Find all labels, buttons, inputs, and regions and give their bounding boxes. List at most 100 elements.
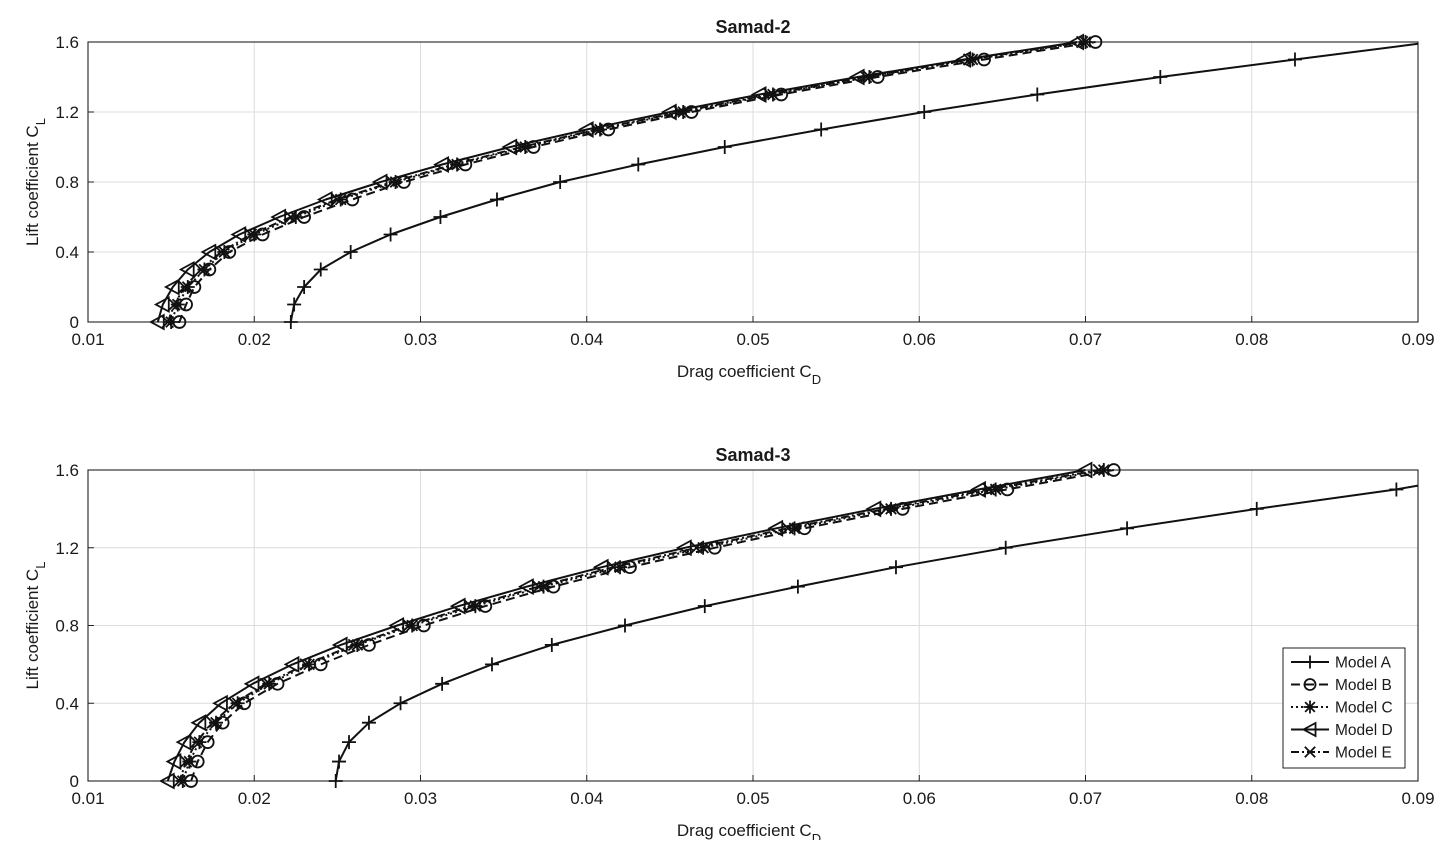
data-point-marker <box>175 733 192 751</box>
data-point-marker <box>763 88 776 101</box>
data-point-marker <box>982 483 996 496</box>
x-axis-label: Drag coefficient CD <box>677 362 821 387</box>
x-tick-label: 0.04 <box>570 789 603 808</box>
data-point-marker <box>1096 463 1111 477</box>
series-line <box>169 41 1086 323</box>
x-tick-label: 0.07 <box>1069 789 1102 808</box>
y-axis-label-subscript: L <box>33 118 48 125</box>
data-point-marker <box>192 735 207 750</box>
y-axis-label: Lift coefficient CL <box>23 562 48 690</box>
series-line <box>166 469 1086 782</box>
data-point-marker <box>1153 70 1168 84</box>
x-tick-label: 0.06 <box>903 789 936 808</box>
data-point-marker <box>316 190 333 209</box>
x-tick-label: 0.09 <box>1401 789 1434 808</box>
data-point-marker <box>178 280 191 294</box>
data-point-marker <box>313 262 328 277</box>
y-axis-label-text: Lift coefficient C <box>23 569 42 690</box>
data-point-marker <box>247 227 262 242</box>
data-point-marker <box>917 105 932 119</box>
legend-box <box>1282 647 1406 769</box>
series-model-e <box>173 463 1106 788</box>
y-tick-label: 1.2 <box>55 103 79 122</box>
x-axis-label-text: Drag coefficient C <box>677 362 812 381</box>
data-point-marker <box>206 716 219 729</box>
data-point-marker <box>675 539 692 557</box>
data-point-marker <box>386 175 399 189</box>
data-point-marker <box>178 260 195 279</box>
data-point-marker <box>767 519 784 537</box>
data-point-marker <box>464 599 477 613</box>
data-point-marker <box>717 140 732 154</box>
data-point-marker <box>180 280 195 294</box>
data-point-marker <box>209 715 224 730</box>
data-point-marker <box>544 637 559 652</box>
data-point-marker <box>288 210 303 224</box>
y-tick-label: 1.2 <box>55 539 79 558</box>
data-point-marker <box>676 105 691 119</box>
data-point-marker <box>332 754 347 769</box>
data-point-marker <box>153 295 170 314</box>
y-tick-label: 0.4 <box>55 694 79 713</box>
y-tick-label: 0 <box>70 313 79 332</box>
data-point-marker <box>690 541 703 554</box>
data-point-marker <box>607 560 620 574</box>
data-point-marker <box>433 210 448 224</box>
series-line <box>190 469 1114 782</box>
data-point-marker <box>1076 461 1093 479</box>
x-tick-label: 0.08 <box>1235 789 1268 808</box>
data-point-marker <box>617 618 632 633</box>
data-point-marker <box>173 774 186 788</box>
data-point-marker <box>259 677 273 691</box>
y-tick-label: 1.6 <box>55 461 79 480</box>
data-point-marker <box>179 755 193 768</box>
x-tick-label: 0.05 <box>736 330 769 349</box>
series-model-e <box>161 35 1089 329</box>
data-point-marker <box>190 714 207 732</box>
legend-item: Model D <box>1291 721 1393 739</box>
data-point-marker <box>489 192 504 207</box>
legend-item: Model E <box>1291 745 1392 762</box>
series-model-a <box>328 482 1419 788</box>
data-point-marker <box>163 278 180 296</box>
data-point-marker <box>988 482 1003 497</box>
data-point-marker <box>484 657 499 672</box>
series-model-a <box>283 42 1419 329</box>
data-point-marker <box>230 696 245 711</box>
series-line <box>177 469 1099 782</box>
data-point-marker <box>244 228 258 241</box>
data-point-marker <box>613 560 627 575</box>
legend-label: Model D <box>1335 722 1393 739</box>
data-point-marker <box>283 315 298 329</box>
data-point-marker <box>998 540 1013 555</box>
data-point-marker <box>283 655 300 673</box>
data-point-marker <box>787 521 802 536</box>
data-point-marker <box>331 636 348 654</box>
data-point-marker <box>189 735 203 749</box>
data-point-marker <box>347 638 361 652</box>
series-line <box>177 41 1096 323</box>
chart-title: Samad-2 <box>715 17 790 37</box>
x-tick-label: 0.01 <box>71 330 104 349</box>
data-point-marker <box>331 193 344 206</box>
data-point-marker <box>230 225 247 244</box>
x-tick-label: 0.01 <box>71 789 104 808</box>
data-point-marker <box>350 637 365 652</box>
data-point-marker <box>888 560 903 575</box>
data-point-marker <box>170 297 185 312</box>
x-tick-label: 0.02 <box>238 330 271 349</box>
data-point-marker <box>194 263 208 276</box>
legend-marker <box>1303 678 1317 691</box>
x-axis-label: Drag coefficient CD <box>677 821 821 840</box>
data-point-marker <box>299 658 313 671</box>
data-point-marker <box>553 175 568 189</box>
legend-label: Model B <box>1335 677 1392 694</box>
data-point-marker <box>342 735 357 750</box>
data-point-marker <box>765 87 780 102</box>
data-point-marker <box>343 245 358 259</box>
chart-panel-1: 0.01 0.02 0.03 0.04 0.05 0.06 0.07 0.08 0.09 0 0.4… <box>23 17 1435 387</box>
data-point-marker <box>593 122 608 137</box>
data-point-marker <box>518 578 534 596</box>
data-point-marker <box>962 53 976 66</box>
data-point-marker <box>1120 521 1135 536</box>
